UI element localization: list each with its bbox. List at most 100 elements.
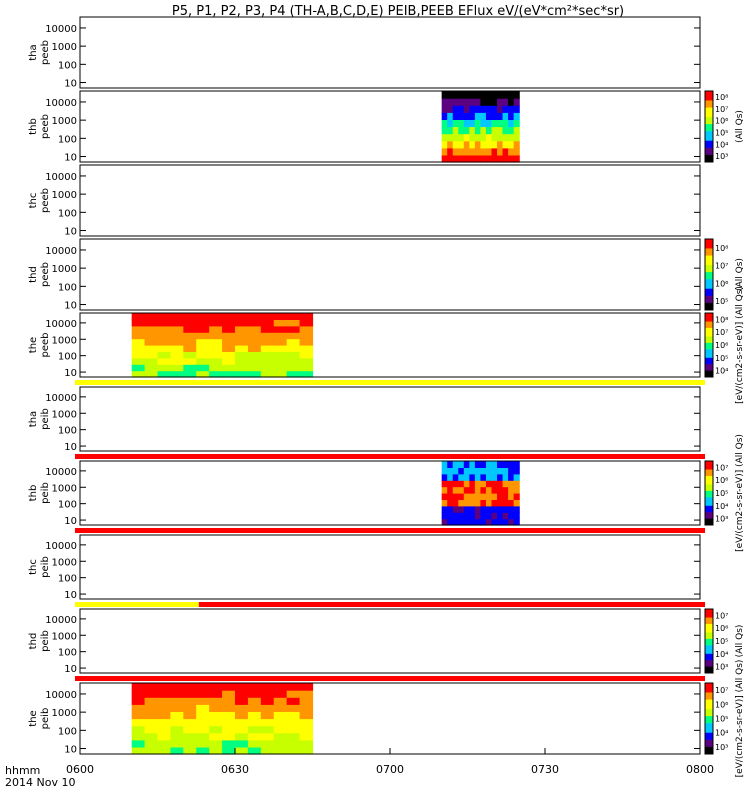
spectrogram-cell [469, 140, 476, 149]
y-tick-label: 100 [58, 282, 77, 293]
spectrogram-cell [480, 98, 487, 106]
spectrogram-cell [463, 112, 470, 120]
colorbar-tick-label: 10⁵ [715, 128, 728, 137]
colorbar-segment [705, 499, 713, 503]
y-tick-label: 10 [64, 516, 77, 527]
panel-label: peeb [40, 262, 51, 287]
spectrogram-cell [222, 683, 236, 691]
spectrogram-cell [480, 133, 487, 142]
spectrogram-cell [480, 499, 487, 507]
spectrogram-cell [447, 91, 454, 99]
colorbar-segment [705, 338, 713, 342]
spectrogram-cell [491, 98, 498, 106]
spectrogram-cell [273, 345, 288, 352]
spectrogram-cell [196, 739, 210, 748]
spectrogram-cell [131, 732, 146, 741]
spectrogram-cell [131, 690, 146, 698]
x-tick-label: 0600 [66, 763, 94, 776]
colorbar-segment [705, 490, 713, 494]
spectrogram-cell [474, 112, 482, 120]
spectrogram-cell [469, 499, 476, 507]
spectrogram-cell [260, 697, 275, 705]
spectrogram-cell [273, 313, 288, 320]
spectrogram-cell [247, 332, 262, 340]
spectrogram-cell [452, 505, 459, 513]
spectrogram-cell [247, 313, 262, 320]
colorbar-frame [704, 312, 714, 378]
colorbar-tick-label: 10³ [715, 152, 728, 161]
colorbar-segment [705, 239, 713, 242]
spectrogram-cell [222, 704, 236, 712]
spectrogram-cell [299, 332, 314, 340]
spectrogram-cell [502, 467, 509, 475]
colorbar-segment [705, 288, 713, 292]
spectrogram-cell [131, 325, 146, 333]
panel-label: the [28, 710, 39, 726]
x-tick-label: 0630 [221, 763, 249, 776]
spectrogram-cell [485, 486, 493, 494]
spectrogram-cell [196, 370, 210, 378]
panel-label: peib [40, 482, 51, 504]
colorbar-segment [705, 305, 713, 309]
colorbar-segment [705, 670, 713, 674]
spectrogram-cell [196, 732, 210, 741]
y-tick-label: 10000 [45, 98, 77, 109]
spectrogram-cell [260, 357, 275, 365]
flag-bar-red [198, 602, 706, 607]
spectrogram-cell [497, 105, 504, 113]
spectrogram-cell [286, 711, 301, 720]
colorbar-segment [705, 478, 713, 481]
spectrogram-cell [183, 697, 197, 705]
spectrogram-cell [497, 480, 504, 488]
spectrogram-cell [508, 473, 515, 481]
spectrogram-cell [144, 725, 159, 734]
colorbar-segment [705, 260, 713, 264]
spectrogram-cell [273, 697, 288, 705]
spectrogram-cell [508, 499, 515, 507]
spectrogram-cell [447, 119, 454, 128]
spectrogram-cell [452, 461, 459, 468]
spectrogram-cell [441, 112, 448, 120]
spectrogram-cell [131, 351, 146, 359]
panel-label: peeb [40, 40, 51, 65]
colorbar-segment [705, 744, 713, 748]
panel-frame [79, 608, 701, 674]
spectrogram-cell [491, 467, 498, 475]
spectrogram-cell [299, 739, 314, 748]
spectrogram-cell [299, 357, 314, 365]
spectrogram-cell [502, 518, 509, 526]
spectrogram-cell [469, 493, 476, 500]
colorbar-segment [705, 709, 713, 712]
spectrogram-cell [463, 512, 470, 520]
colorbar-tick-label: 10⁷ [715, 262, 728, 271]
spectrogram-cell [447, 499, 454, 507]
colorbar-segment [705, 730, 713, 734]
colorbar-label: (All Qs) [735, 258, 745, 291]
spectrogram-cell [491, 154, 498, 163]
spectrogram-cell [299, 364, 314, 372]
colorbar-segment [705, 315, 713, 318]
spectrogram-cell [441, 461, 448, 468]
spectrogram-cell [273, 357, 288, 365]
spectrogram-cell [286, 364, 301, 372]
colorbar-segment [705, 493, 713, 496]
spectrogram-cell [260, 325, 275, 333]
spectrogram-cell [447, 505, 454, 513]
spectrogram-cell [235, 345, 249, 352]
spectrogram-cell [469, 467, 476, 475]
panel-label: peib [40, 630, 51, 652]
spectrogram-cell [447, 467, 454, 475]
spectrogram-cell [458, 126, 465, 135]
spectrogram-cell [222, 364, 236, 372]
spectrogram-cell [452, 140, 459, 149]
spectrogram-cell [458, 512, 465, 520]
spectrogram-cell [513, 140, 520, 149]
spectrogram-cell [286, 704, 301, 712]
spectrogram-cell [447, 133, 454, 142]
y-tick-label: 1000 [52, 335, 77, 346]
spectrogram-cell [260, 313, 275, 320]
spectrogram-cell [474, 98, 482, 106]
spectrogram-cell [480, 112, 487, 120]
spectrogram-cell [131, 332, 146, 340]
spectrogram-cell [463, 105, 470, 113]
